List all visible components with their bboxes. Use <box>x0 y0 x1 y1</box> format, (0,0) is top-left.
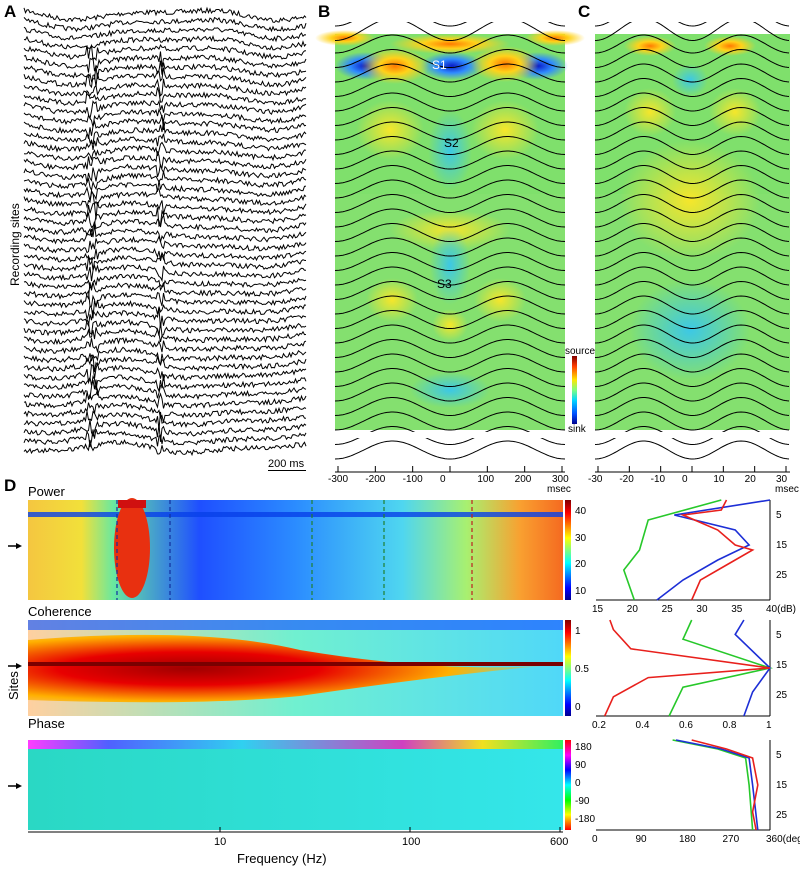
d-tick-label: 40 <box>575 506 586 517</box>
d-tick-label: 1 <box>575 626 581 637</box>
reference-arrow-head <box>16 783 22 789</box>
phase-heatmap <box>28 740 563 830</box>
d-tick-label: 0 <box>575 778 581 789</box>
coherence-reference-row <box>28 662 563 666</box>
d-tick-label: 5 <box>776 510 782 521</box>
d-tick-label: 5 <box>776 630 782 641</box>
profile-line-g <box>669 620 770 716</box>
coherence-top-band <box>28 620 563 630</box>
d-tick-label: 0 <box>592 834 598 845</box>
d-tick-label: 0.5 <box>575 664 589 675</box>
power-alpha-peak <box>114 498 150 598</box>
freq-tick-100: 100 <box>402 836 420 848</box>
d-tick-label: 0.4 <box>636 720 650 731</box>
d-tick-label: 180 <box>679 834 696 845</box>
d-tick-label: 20 <box>627 604 638 615</box>
profile-line-g <box>624 500 722 600</box>
reference-arrow-head <box>16 543 22 549</box>
profile-line-b <box>676 740 758 830</box>
freq-tick-10: 10 <box>214 836 226 848</box>
d-tick-label: 90 <box>636 834 647 845</box>
power-title: Power <box>28 484 65 499</box>
d-tick-label: 15 <box>776 540 787 551</box>
d-tick-label: 270 <box>723 834 740 845</box>
d-tick-label: 360(deg) <box>766 834 800 845</box>
d-tick-label: 0 <box>575 702 581 713</box>
freq-tick-600: 600 <box>550 836 568 848</box>
d-tick-label: 25 <box>662 604 673 615</box>
d-tick-label: -180 <box>575 814 595 825</box>
phase-title: Phase <box>28 716 65 731</box>
phase-colorbar <box>565 740 571 830</box>
d-tick-label: 0.2 <box>592 720 606 731</box>
reference-arrow-head <box>16 663 22 669</box>
profile-line-r <box>683 500 753 600</box>
d-tick-label: 15 <box>776 660 787 671</box>
d-tick-label: 0.8 <box>723 720 737 731</box>
d-tick-label: 90 <box>575 760 586 771</box>
sites-label: Sites <box>6 671 21 700</box>
coherence-colorbar <box>565 620 571 716</box>
d-tick-label: 30 <box>696 604 707 615</box>
d-tick-label: 180 <box>575 742 592 753</box>
power-alpha-top <box>118 500 146 508</box>
profile-line-r <box>605 620 770 716</box>
profile-line-r <box>692 740 758 830</box>
d-tick-label: 10 <box>575 586 586 597</box>
power-band <box>28 512 563 517</box>
d-tick-label: 15 <box>776 780 787 791</box>
d-tick-label: 0.6 <box>679 720 693 731</box>
d-tick-label: 15 <box>592 604 603 615</box>
coherence-title: Coherence <box>28 604 92 619</box>
d-tick-label: 25 <box>776 810 787 821</box>
d-tick-label: 35 <box>731 604 742 615</box>
frequency-label: Frequency (Hz) <box>237 851 327 866</box>
d-tick-label: 1 <box>766 720 772 731</box>
d-tick-label: 40(dB) <box>766 604 796 615</box>
d-tick-label: 30 <box>575 533 586 544</box>
d-tick-label: 5 <box>776 750 782 761</box>
d-tick-label: 25 <box>776 690 787 701</box>
d-tick-label: 25 <box>776 570 787 581</box>
phase-top-band <box>28 740 563 749</box>
power-colorbar <box>565 500 571 600</box>
d-tick-label: -90 <box>575 796 589 807</box>
d-tick-label: 20 <box>575 559 586 570</box>
